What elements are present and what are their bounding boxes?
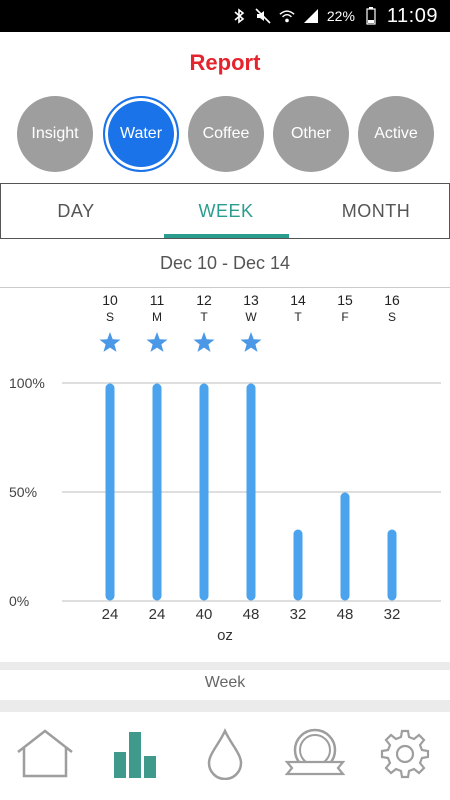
- amount-label: 24: [102, 606, 119, 623]
- signal-icon: [303, 8, 319, 24]
- weekday-label: F: [341, 310, 348, 324]
- weekday-label: T: [294, 310, 302, 324]
- weekday-label: W: [245, 310, 257, 324]
- nav-home[interactable]: [10, 724, 80, 788]
- status-icons: 22% 11:09: [231, 0, 438, 32]
- bluetooth-icon: [231, 8, 247, 24]
- status-bar: 22% 11:09: [0, 0, 450, 32]
- y-tick-label: 100%: [9, 375, 45, 391]
- weekday-label: S: [106, 310, 114, 324]
- amount-label: 24: [149, 606, 166, 623]
- y-tick-label: 50%: [9, 484, 37, 500]
- period-tabs: DAY WEEK MONTH: [0, 183, 450, 239]
- tab-month[interactable]: MONTH: [341, 200, 411, 221]
- mute-icon: [255, 8, 271, 24]
- amount-label: 48: [243, 606, 260, 623]
- nav-settings[interactable]: [370, 724, 440, 788]
- section-divider-bottom: [0, 700, 450, 712]
- goal-star-icon: [193, 332, 215, 352]
- weekday-label: S: [388, 310, 396, 324]
- unit-label: oz: [217, 627, 233, 644]
- x-tick-label: 15: [337, 292, 353, 308]
- category-active-button[interactable]: Active: [358, 96, 434, 172]
- category-label: Coffee: [202, 125, 250, 142]
- page-title: Report: [189, 50, 261, 75]
- x-tick-label: 11: [150, 292, 165, 308]
- weekday-label: M: [152, 310, 162, 324]
- badge-icon: [283, 728, 347, 785]
- category-label: Active: [374, 125, 418, 142]
- nav-drink[interactable]: [190, 724, 260, 788]
- battery-percent: 22%: [326, 8, 355, 24]
- date-range: Dec 10 - Dec 14: [0, 240, 450, 288]
- settings-icon: [379, 728, 431, 785]
- goal-star-icon: [146, 332, 168, 352]
- x-tick-label: 10: [102, 292, 118, 308]
- weekday-label: T: [200, 310, 208, 324]
- period-label: Week: [204, 674, 246, 691]
- chart-svg: 100% 50% 0% 10 S 24 11 M 24 12 T 40 13 W 48 14 T 32 15 F 48 1…: [9, 292, 441, 644]
- category-water-button[interactable]: Water: [103, 96, 179, 172]
- x-tick-label: 13: [243, 292, 259, 308]
- bar-chart-icon: [112, 730, 158, 783]
- category-insight-button[interactable]: Insight: [17, 96, 93, 172]
- clock: 11:09: [386, 4, 438, 27]
- category-other-button[interactable]: Other: [273, 96, 349, 172]
- category-label: Water: [119, 125, 163, 142]
- amount-label: 32: [290, 606, 307, 623]
- x-tick-label: 14: [290, 292, 306, 308]
- goal-star-icon: [99, 332, 121, 352]
- tab-day[interactable]: DAY: [57, 200, 95, 221]
- x-tick-label: 16: [384, 292, 400, 308]
- goal-star-icon: [240, 332, 262, 352]
- amount-label: 40: [196, 606, 213, 623]
- y-tick-label: 0%: [9, 593, 29, 609]
- nav-achievements[interactable]: [280, 724, 350, 788]
- amount-label: 32: [384, 606, 401, 623]
- nav-report[interactable]: [100, 724, 170, 788]
- battery-icon: [363, 7, 379, 25]
- tab-week[interactable]: WEEK: [198, 200, 254, 221]
- home-icon: [14, 728, 76, 785]
- weekly-chart: 100% 50% 0% 10 S 24 11 M 24 12 T 40 13 W 48 14 T 32 15 F 48 1…: [0, 289, 450, 659]
- wifi-icon: [279, 8, 295, 24]
- bottom-nav: [0, 712, 450, 800]
- x-tick-label: 12: [196, 292, 212, 308]
- active-tab-indicator: [164, 234, 289, 238]
- category-coffee-button[interactable]: Coffee: [188, 96, 264, 172]
- section-divider: [0, 662, 450, 670]
- water-drop-icon: [205, 727, 245, 785]
- amount-label: 48: [337, 606, 354, 623]
- category-label: Insight: [31, 125, 79, 142]
- category-label: Other: [290, 125, 331, 142]
- category-selector: Insight Water Coffee Other Active: [17, 96, 437, 172]
